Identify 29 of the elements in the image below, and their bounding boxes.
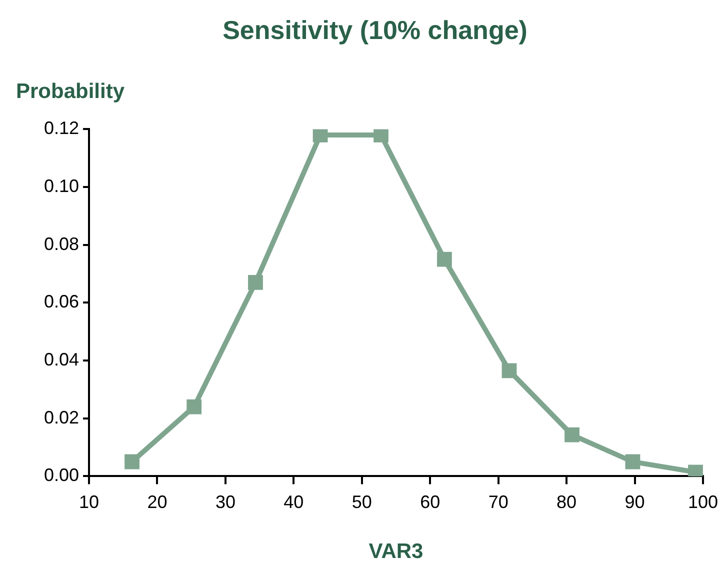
y-axis-title: Probability <box>16 80 125 103</box>
point <box>312 129 328 142</box>
point <box>502 363 517 378</box>
point <box>564 427 580 442</box>
x-tick-label: 100 <box>688 492 718 512</box>
x-tick-label: 50 <box>352 492 372 512</box>
point <box>248 275 263 290</box>
y-tick-label: 0.04 <box>44 350 80 370</box>
y-tick-label: 0.08 <box>44 234 80 254</box>
y-tick-label: 0.06 <box>44 292 80 312</box>
x-tick-label: 90 <box>624 492 645 512</box>
x-tick-label: 20 <box>147 492 168 512</box>
chart-title: Sensitivity (10% change) <box>222 14 528 45</box>
y-tick-label: 0.02 <box>44 407 80 428</box>
x-tick-label: 10 <box>79 492 100 512</box>
point <box>186 399 202 414</box>
point <box>436 252 452 267</box>
point <box>374 129 388 142</box>
point <box>625 454 640 470</box>
x-tick-label: 30 <box>215 492 236 512</box>
y-tick-label: 0.10 <box>44 176 80 196</box>
y-tick-label: 0.00 <box>44 465 80 486</box>
x-tick-label: 80 <box>556 492 577 512</box>
x-tick-label: 40 <box>284 492 304 512</box>
x-axis-title: VAR3 <box>368 540 424 564</box>
x-tick-label: 70 <box>488 492 508 512</box>
y-tick-label: 0.12 <box>44 118 80 138</box>
x-tick-label: 60 <box>420 492 440 512</box>
point <box>124 454 140 470</box>
